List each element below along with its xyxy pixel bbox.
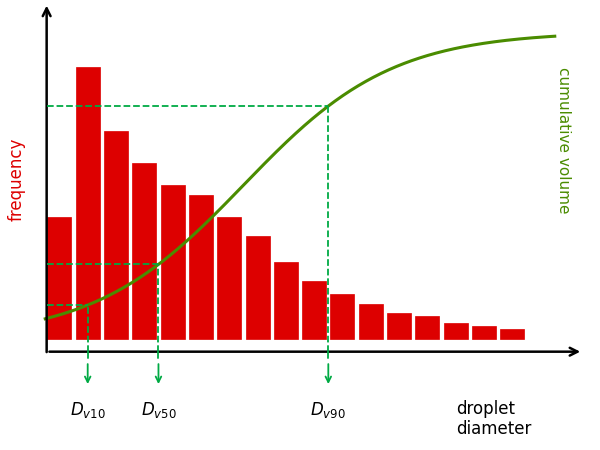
Bar bbox=[387, 313, 411, 339]
Bar bbox=[189, 195, 213, 339]
Text: $D_{v10}$: $D_{v10}$ bbox=[70, 400, 106, 420]
Bar bbox=[217, 217, 241, 339]
Bar bbox=[274, 262, 298, 339]
Bar bbox=[245, 236, 269, 339]
Bar bbox=[500, 329, 524, 339]
Bar bbox=[359, 304, 383, 339]
Bar bbox=[132, 163, 157, 339]
Bar bbox=[76, 67, 100, 339]
Text: droplet
diameter: droplet diameter bbox=[455, 400, 531, 438]
Text: $D_{v90}$: $D_{v90}$ bbox=[310, 400, 346, 420]
Bar bbox=[161, 185, 185, 339]
Bar bbox=[47, 217, 71, 339]
Text: $D_{v50}$: $D_{v50}$ bbox=[140, 400, 176, 420]
Bar bbox=[104, 131, 128, 339]
Text: frequency: frequency bbox=[8, 137, 26, 220]
Bar bbox=[472, 326, 496, 339]
Text: cumulative volume: cumulative volume bbox=[556, 67, 571, 214]
Bar bbox=[443, 323, 468, 339]
Bar bbox=[415, 316, 439, 339]
Bar bbox=[331, 294, 355, 339]
Bar bbox=[302, 281, 326, 339]
